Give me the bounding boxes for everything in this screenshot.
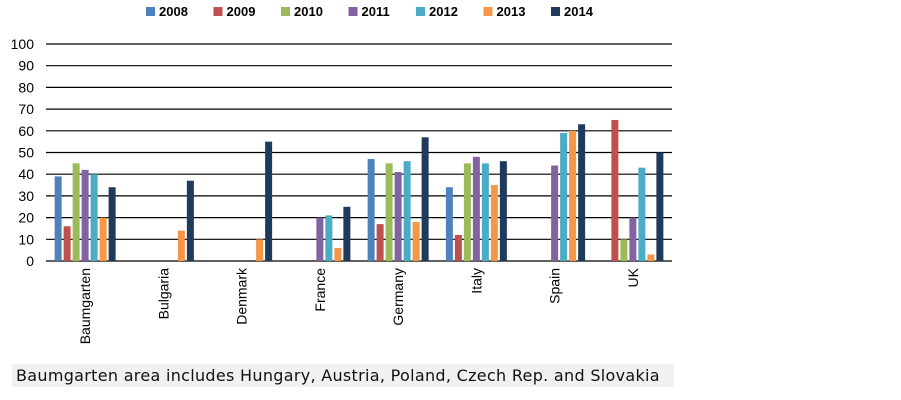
legend-label: 2009 [227,4,256,19]
y-tick-label: 30 [18,188,34,204]
bar-spain-2012 [560,132,568,261]
gridlines [46,43,672,262]
legend-label: 2008 [159,4,188,19]
bar-germany-2012 [403,161,411,261]
y-tick-label: 40 [18,166,34,182]
y-tick-label: 90 [18,58,34,74]
bar-bulgaria-2014 [186,180,194,261]
y-axis: 0 10 20 30 40 50 60 70 80 90 100 [11,36,35,269]
bar-italy-2013 [490,185,498,261]
bar-spain-2013 [569,130,577,261]
bar-italy-2012 [481,163,489,261]
x-tick-label: France [312,268,328,312]
bar-france-2011 [316,217,324,261]
y-tick-label: 100 [11,36,35,52]
legend-swatch [416,7,425,16]
y-tick-label: 60 [18,123,34,139]
bar-spain-2014 [578,124,586,261]
bar-italy-2010 [463,163,471,261]
x-tick-label: Denmark [234,267,250,325]
bar-denmark-2013 [256,239,264,261]
bar-germany-2011 [394,172,402,261]
bar-italy-2014 [499,161,507,261]
bar-baumgarten-2008 [54,176,62,261]
y-tick-label: 50 [18,145,34,161]
bar-uk-2009 [611,119,619,261]
legend-label: 2014 [564,4,594,19]
legend: 2008 2009 2010 2011 2012 2013 2014 [146,4,594,19]
legend-label: 2011 [362,4,390,19]
bar-chart: 2008 2009 2010 2011 2012 2013 2014 0 10 20 30 40 50… [11,4,672,344]
bars [54,119,664,261]
bar-italy-2008 [445,187,453,261]
y-tick-label: 80 [18,79,34,95]
bar-spain-2011 [551,165,559,261]
x-axis: Baumgarten Bulgaria Denmark France Germany It… [77,267,641,344]
bar-germany-2009 [376,224,384,261]
legend-swatch [551,7,560,16]
bar-germany-2010 [385,163,393,261]
legend-swatch [213,7,223,16]
legend-label: 2013 [497,4,526,19]
bar-france-2012 [325,215,333,261]
y-tick-label: 20 [18,210,34,226]
bar-uk-2014 [656,152,664,261]
legend-swatch [281,7,290,16]
legend-label: 2010 [294,4,323,19]
legend-swatch [146,7,155,16]
bar-germany-2014 [421,137,429,261]
x-tick-label: UK [625,267,641,287]
bar-baumgarten-2014 [108,187,116,261]
legend-label: 2012 [429,4,458,19]
x-tick-label: Bulgaria [155,268,171,320]
bar-france-2013 [334,247,342,261]
x-tick-label: Italy [468,268,484,294]
y-tick-label: 10 [18,231,34,247]
bar-france-2014 [343,206,351,261]
bar-uk-2013 [647,254,655,261]
bar-baumgarten-2010 [72,163,80,261]
bar-uk-2012 [638,167,646,261]
bar-baumgarten-2012 [90,174,98,261]
bar-baumgarten-2013 [99,217,107,261]
bar-germany-2013 [412,221,420,261]
y-tick-label: 70 [18,101,34,117]
bar-baumgarten-2011 [81,169,89,261]
bar-italy-2009 [454,234,462,261]
legend-swatch [483,7,493,16]
x-tick-label: Spain [547,268,563,304]
legend-swatch [348,7,358,16]
bar-uk-2011 [629,217,637,261]
footnote: Baumgarten area includes Hungary, Austri… [12,364,674,387]
bar-uk-2010 [620,239,628,261]
bar-bulgaria-2013 [177,230,185,261]
bar-italy-2011 [472,156,480,261]
x-tick-label: Germany [390,268,406,326]
y-tick-label: 0 [26,253,34,269]
x-tick-label: Baumgarten [77,268,93,344]
bar-germany-2008 [367,159,375,261]
bar-baumgarten-2009 [63,226,71,261]
bar-denmark-2014 [265,141,273,261]
